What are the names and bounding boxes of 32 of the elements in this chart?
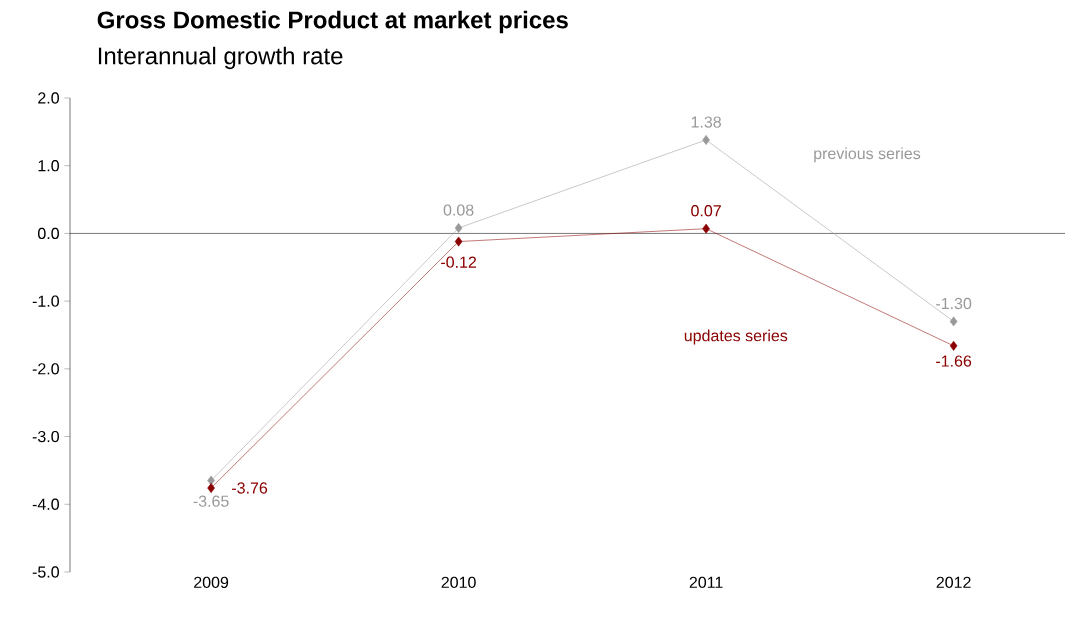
y-tick-label: -1.0 <box>32 295 59 307</box>
data-label: 1.38 <box>691 116 721 128</box>
data-label: 0.08 <box>443 204 474 216</box>
point <box>207 483 215 493</box>
data-label: -1.30 <box>936 297 972 310</box>
text: previous series <box>814 147 921 163</box>
chart-subtitle: Interannual growth rate <box>98 46 343 70</box>
x-tick-label: 2011 <box>689 576 723 589</box>
point <box>454 236 463 247</box>
point <box>949 340 958 351</box>
x-tick-label: 2009 <box>194 576 229 589</box>
y-tick-label: -3.0 <box>32 430 59 443</box>
y-tick-label: -2.0 <box>32 363 59 375</box>
data-label: -0.12 <box>441 256 477 268</box>
x-tick-label: 2012 <box>936 576 971 589</box>
y-tick-label: 2.0 <box>38 92 59 104</box>
y-tick-label: 1.0 <box>38 160 59 172</box>
data-label: -3.76 <box>232 482 268 494</box>
data-label: 0.07 <box>691 205 721 217</box>
point <box>702 223 710 234</box>
x-tick-label: 2010 <box>441 576 476 589</box>
data-label: -1.66 <box>936 355 972 367</box>
data-label: -3.65 <box>193 495 229 507</box>
y-tick-label: -5.0 <box>32 566 59 578</box>
point <box>207 475 215 486</box>
chart-title: Gross Domestic Product at market prices <box>97 10 568 34</box>
point <box>702 135 710 145</box>
text: updates series <box>684 329 788 345</box>
point <box>454 223 463 233</box>
y-tick-label: -4.0 <box>32 498 59 510</box>
y-tick-label: 0.0 <box>37 227 59 240</box>
point <box>949 316 958 327</box>
